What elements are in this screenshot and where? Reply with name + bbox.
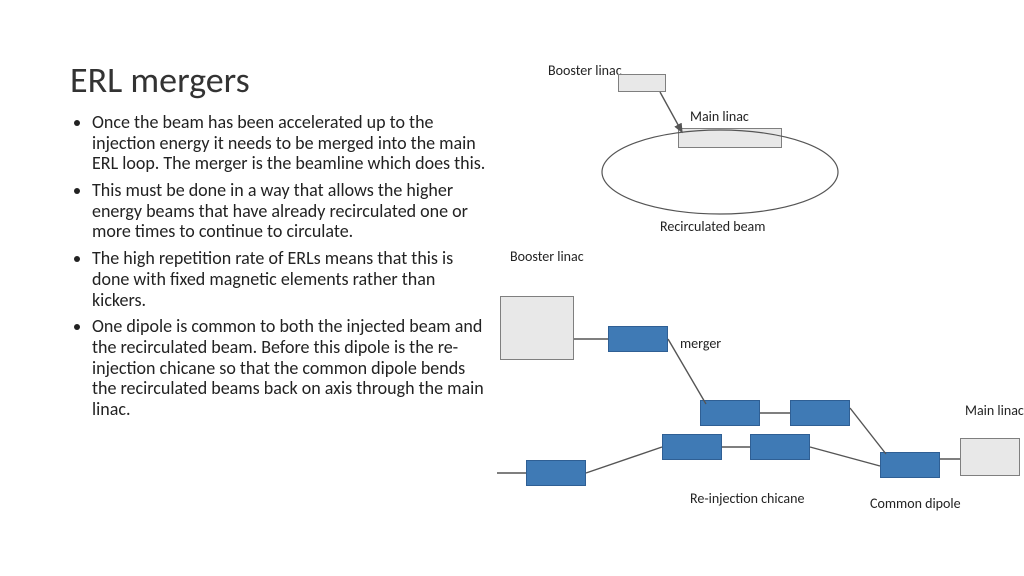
blue-box-m2 (790, 400, 850, 426)
bot-reinj-label: Re-injection chicane (690, 490, 804, 507)
blue-box-c3 (750, 434, 810, 460)
connector-line (586, 447, 662, 473)
bullet-list: Once the beam has been accelerated up to… (70, 112, 490, 426)
bullet-item: One dipole is common to both the injecte… (92, 316, 490, 419)
bot-booster-label: Booster linac (510, 248, 584, 265)
bullet-item: Once the beam has been accelerated up to… (92, 112, 490, 174)
bullet-item: The high repetition rate of ERLs means t… (92, 248, 490, 310)
blue-box-b1 (608, 326, 668, 352)
bullet-item: This must be done in a way that allows t… (92, 180, 490, 242)
bullet-ul: Once the beam has been accelerated up to… (70, 112, 490, 420)
top-recirc-label: Recirculated beam (660, 218, 765, 235)
bot-main-label: Main linac (965, 402, 1024, 419)
top-booster-label: Booster linac (548, 62, 622, 79)
blue-box-m1 (700, 400, 760, 426)
bot-main-box (960, 438, 1020, 476)
bot-common-label: Common dipole (870, 495, 961, 512)
blue-box-cd (880, 452, 940, 478)
blue-box-c2 (662, 434, 722, 460)
top-main-label: Main linac (690, 108, 749, 125)
bot-merger-label: merger (680, 335, 721, 352)
connector-line (850, 408, 886, 454)
top-arrow (660, 92, 682, 132)
connector-line (810, 447, 880, 466)
slide-title: ERL mergers (70, 58, 250, 102)
slide: ERL mergers Once the beam has been accel… (0, 0, 1024, 576)
top-linac-box (678, 128, 782, 148)
top-booster-box (618, 74, 666, 92)
blue-box-c1 (526, 460, 586, 486)
bot-booster-box (500, 296, 574, 360)
